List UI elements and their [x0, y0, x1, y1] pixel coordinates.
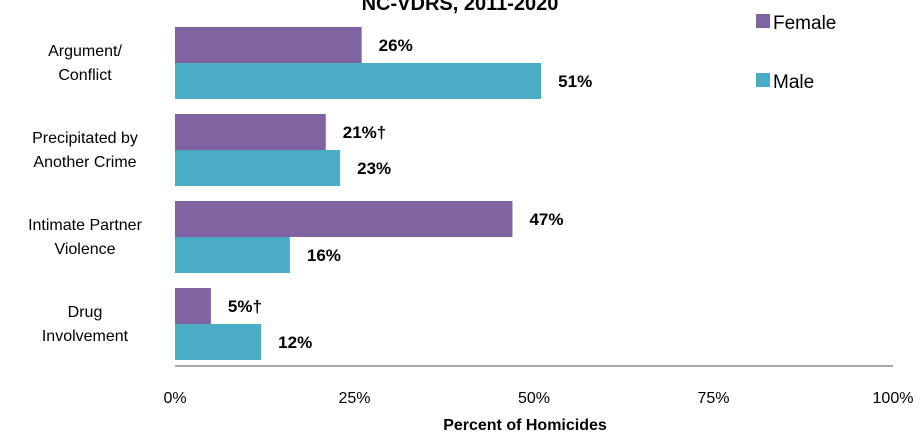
bar-male-1 [175, 150, 341, 186]
data-label-female-1: 21%† [343, 123, 386, 142]
data-label-female-0: 26% [379, 36, 413, 55]
x-tick-label-0: 0% [163, 390, 186, 407]
legend: Female Male [756, 13, 836, 93]
x-tick-label-1: 25% [338, 390, 370, 407]
legend-swatch-female [756, 14, 770, 28]
x-tick-label-4: 100% [873, 390, 914, 407]
x-tick-label-3: 75% [697, 390, 729, 407]
category-label-1: Precipitated by Another Crime [32, 130, 138, 171]
legend-swatch-male [756, 73, 770, 87]
x-axis-title: Percent of Homicides [443, 417, 607, 434]
category-label-0: Argument/Conflict [48, 43, 122, 84]
x-tick-label-2: 50% [518, 390, 550, 407]
legend-label-female: Female [773, 13, 836, 34]
category-labels: Argument/Conflict Precipitated by Another … [28, 43, 143, 345]
data-label-male-2: 16% [307, 246, 341, 265]
bar-female-3 [175, 288, 211, 324]
bar-male-3 [175, 324, 262, 360]
x-axis-ticks: 0% 25% 50% 75% 100% [163, 390, 913, 407]
legend-label-male: Male [773, 72, 814, 93]
data-label-male-3: 12% [278, 333, 312, 352]
bars: 26% 51% 21%† 23% 47% 16% 5%† 12% [175, 27, 592, 360]
data-label-male-1: 23% [357, 159, 391, 178]
category-label-3: Drug Involvement [42, 304, 129, 345]
bar-male-0 [175, 63, 542, 99]
bar-female-1 [175, 114, 326, 150]
data-label-female-3: 5%† [228, 297, 262, 316]
bar-female-2 [175, 201, 513, 237]
data-label-male-0: 51% [558, 72, 592, 91]
data-label-female-2: 47% [529, 210, 563, 229]
bar-male-2 [175, 237, 290, 273]
bar-female-0 [175, 27, 362, 63]
category-label-2: Intimate Partner Violence [28, 217, 143, 258]
chart-title: NC-VDRS, 2011-2020 [362, 0, 559, 15]
